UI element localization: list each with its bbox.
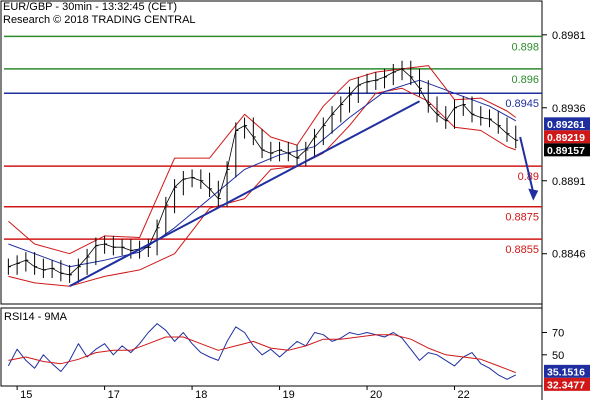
price-tag-bg [544, 143, 590, 157]
x-tick-label: 19 [283, 389, 295, 400]
level-label: 0.896 [511, 74, 539, 86]
level-label: 0.8855 [505, 244, 539, 256]
rsi-ma-line [8, 334, 516, 374]
level-label: 0.8875 [505, 212, 539, 224]
rsi-tag-bg [544, 364, 590, 378]
level-label: 0.89 [518, 171, 539, 183]
level-label: 0.8945 [505, 98, 539, 110]
x-tick-label: 18 [195, 389, 207, 400]
rsi-tag-label: 35.1516 [547, 366, 585, 378]
price-line [8, 68, 517, 276]
level-label: 0.898 [511, 41, 539, 53]
price-tag-label: 0.89157 [547, 145, 585, 157]
x-tick-label: 20 [370, 389, 382, 400]
rsi-panel-frame [0, 307, 543, 387]
lower-band-line [8, 87, 516, 287]
y-tick-label: 0.8891 [552, 176, 586, 188]
y-tick-label: 0.8936 [552, 103, 586, 115]
price-tag-label: 0.89261 [547, 119, 585, 131]
forecast-arrow-shaft [519, 136, 535, 193]
rsi-y-tick-label: 70 [552, 328, 564, 340]
trendline [69, 100, 420, 288]
rsi-tag-label: 32.3477 [547, 379, 585, 391]
rsi-tag-bg [544, 377, 590, 391]
rsi-y-tick-label: 50 [552, 350, 564, 362]
rsi-line [7, 323, 517, 380]
y-tick-label: 0.8846 [552, 249, 586, 261]
chart-title: EUR/GBP - 30min - 13:32:45 (CET) [3, 1, 178, 13]
rsi-title: RSI14 - 9MA [4, 311, 68, 323]
x-tick-label: 15 [20, 389, 32, 400]
price-tag-bg [544, 117, 590, 131]
x-tick-label: 17 [108, 389, 120, 400]
x-tick-label: 22 [458, 389, 470, 400]
copyright-text: Research © 2018 TRADING CENTRAL [3, 14, 196, 26]
forecast-arrow-head [528, 188, 539, 201]
main-panel-frame [0, 0, 543, 305]
y-tick-label: 0.8981 [552, 30, 586, 42]
price-tag-bg [544, 130, 590, 144]
price-tag-label: 0.89219 [547, 132, 585, 144]
